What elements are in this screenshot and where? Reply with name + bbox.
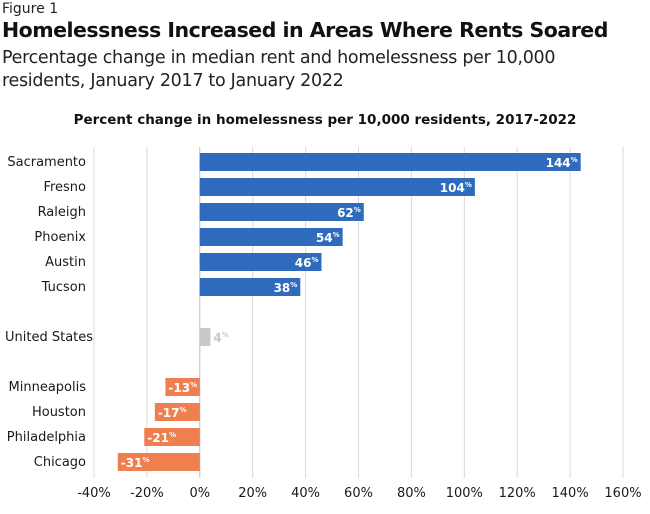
value-label-fresno: 104%	[440, 181, 472, 195]
bar-philadelphia	[144, 428, 200, 446]
value-label-philadelphia: -21%	[147, 431, 176, 445]
x-tick-label: 40%	[291, 486, 320, 501]
bar-raleigh	[199, 203, 364, 221]
category-label-houston: Houston	[32, 405, 86, 420]
bar-fresno	[199, 178, 475, 196]
x-tick-label: 60%	[344, 486, 373, 501]
value-label-united-states: 4%	[213, 331, 228, 345]
value-label-sacramento: 144%	[546, 156, 578, 170]
x-tick-label: 100%	[446, 486, 483, 501]
bar-united-states	[199, 328, 211, 346]
value-label-minneapolis: -13%	[168, 381, 197, 395]
value-label-phoenix: 54%	[316, 231, 340, 245]
bar-sacramento	[199, 153, 581, 171]
category-label-philadelphia: Philadelphia	[7, 430, 86, 445]
category-label-raleigh: Raleigh	[38, 205, 86, 220]
category-label-chicago: Chicago	[34, 455, 86, 470]
value-label-austin: 46%	[295, 256, 319, 270]
x-tick-label: 0%	[189, 486, 210, 501]
x-tick-label: 120%	[499, 486, 536, 501]
figure-label: Figure 1	[2, 1, 59, 17]
bar-chicago	[117, 453, 200, 471]
x-tick-label: -40%	[77, 486, 111, 501]
bar-phoenix	[199, 228, 343, 246]
category-label-minneapolis: Minneapolis	[9, 380, 87, 395]
category-labels: Sacramento Fresno Raleigh Phoenix Austin Tucs…	[5, 155, 93, 470]
bar-houston	[154, 403, 200, 421]
page-subtitle: Percentage change in median rent and hom…	[2, 48, 556, 91]
value-label-tucson: 38%	[274, 281, 298, 295]
x-tick-label: 20%	[238, 486, 267, 501]
value-label-houston: -17%	[158, 406, 187, 420]
bar-tucson	[199, 278, 301, 296]
chart-grid	[93, 147, 624, 478]
bar-minneapolis	[165, 378, 200, 396]
x-tick-label: 160%	[604, 486, 641, 501]
value-label-raleigh: 62%	[337, 206, 361, 220]
category-label-sacramento: Sacramento	[7, 155, 86, 170]
category-label-austin: Austin	[45, 255, 86, 270]
x-axis-ticks: -40% -20% 0% 20% 40% 60% 80% 100% 120% 140% 160%	[77, 486, 641, 501]
category-label-united-states: United States	[5, 330, 93, 345]
bar-austin	[199, 253, 322, 271]
x-tick-label: -20%	[130, 486, 164, 501]
page-title: Homelessness Increased in Areas Where Re…	[2, 18, 608, 42]
chart-bars: 144% 104% 62% 54% 46% 38% 4% -13% -17% -21% -31%	[117, 153, 581, 471]
chart-title: Percent change in homelessness per 10,00…	[73, 112, 577, 128]
category-label-tucson: Tucson	[41, 280, 86, 295]
x-tick-label: 80%	[397, 486, 426, 501]
value-label-chicago: -31%	[121, 456, 150, 470]
category-label-phoenix: Phoenix	[34, 230, 86, 245]
x-tick-label: 140%	[552, 486, 589, 501]
category-label-fresno: Fresno	[43, 180, 86, 195]
